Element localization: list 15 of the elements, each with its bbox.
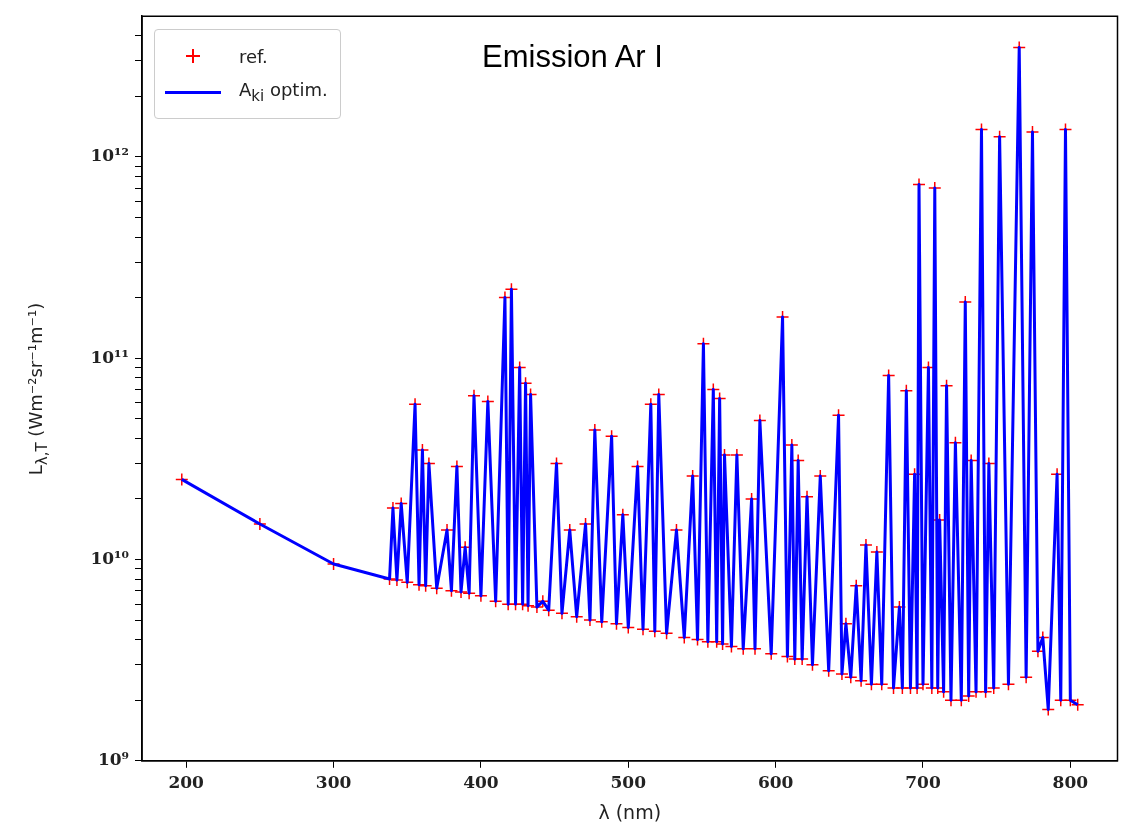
x-tick-label: 400 xyxy=(463,772,499,793)
x-tick-label: 300 xyxy=(315,772,352,793)
y-tick-label: 10¹² xyxy=(90,145,129,166)
x-tick-label: 500 xyxy=(610,772,647,793)
legend-label: A$_{ki}$ optim. xyxy=(239,79,328,105)
x-tick-label: 700 xyxy=(905,772,941,793)
y-tick-label: 10⁹ xyxy=(97,749,129,770)
text: Emission Ar I xyxy=(482,39,663,76)
x-tick-label: 800 xyxy=(1052,772,1089,793)
legend-label: ref. xyxy=(239,45,268,67)
x-tick-label: 600 xyxy=(757,772,794,793)
y-tick-label: 10¹⁰ xyxy=(90,547,129,568)
y-tick-label: 10¹¹ xyxy=(90,346,129,367)
x-tick-label: 200 xyxy=(168,772,205,793)
x-axis-title: λ (nm) xyxy=(598,800,662,823)
